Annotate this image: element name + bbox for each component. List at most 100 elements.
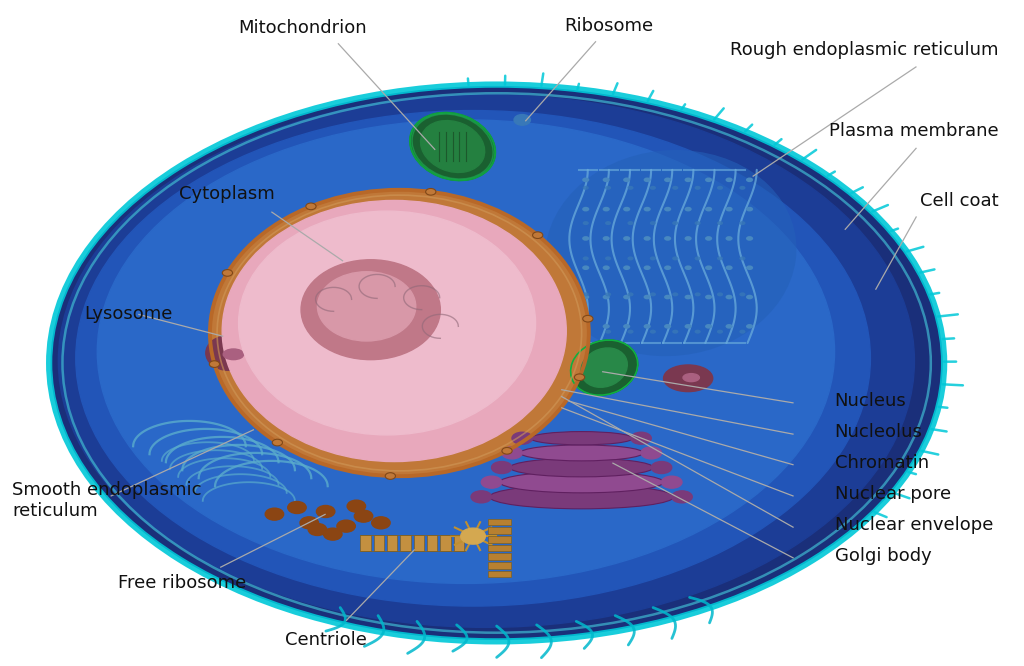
- Ellipse shape: [664, 324, 671, 328]
- Ellipse shape: [623, 266, 630, 270]
- Ellipse shape: [481, 476, 502, 488]
- Ellipse shape: [623, 324, 630, 328]
- Ellipse shape: [210, 190, 589, 476]
- Ellipse shape: [623, 294, 630, 299]
- Ellipse shape: [301, 260, 440, 360]
- Ellipse shape: [705, 266, 712, 270]
- Ellipse shape: [583, 186, 589, 190]
- Ellipse shape: [641, 447, 662, 459]
- Bar: [488, 527, 511, 534]
- Ellipse shape: [385, 473, 395, 480]
- Ellipse shape: [739, 256, 745, 260]
- Ellipse shape: [316, 505, 335, 517]
- Ellipse shape: [644, 324, 651, 328]
- Ellipse shape: [650, 330, 656, 334]
- Bar: [488, 536, 511, 543]
- Bar: [454, 535, 464, 551]
- Ellipse shape: [705, 206, 712, 212]
- Ellipse shape: [651, 462, 672, 474]
- Ellipse shape: [650, 256, 656, 260]
- Ellipse shape: [628, 330, 634, 334]
- Ellipse shape: [51, 87, 942, 639]
- Ellipse shape: [683, 374, 699, 382]
- Bar: [488, 519, 511, 525]
- Ellipse shape: [650, 292, 656, 296]
- Ellipse shape: [684, 324, 691, 328]
- Ellipse shape: [265, 508, 284, 520]
- Ellipse shape: [650, 221, 656, 225]
- Ellipse shape: [684, 266, 691, 270]
- Text: Plasma membrane: Plasma membrane: [828, 122, 998, 140]
- Ellipse shape: [644, 266, 651, 270]
- Ellipse shape: [602, 294, 609, 299]
- Ellipse shape: [306, 203, 316, 210]
- Ellipse shape: [582, 206, 589, 212]
- Ellipse shape: [623, 236, 630, 241]
- Ellipse shape: [705, 324, 712, 328]
- Bar: [488, 571, 511, 577]
- Text: Golgi body: Golgi body: [835, 547, 931, 565]
- Ellipse shape: [739, 292, 745, 296]
- Bar: [374, 535, 384, 551]
- Ellipse shape: [694, 256, 700, 260]
- Ellipse shape: [76, 111, 870, 606]
- Text: Free ribosome: Free ribosome: [118, 574, 247, 592]
- Ellipse shape: [705, 177, 712, 182]
- Text: Centriole: Centriole: [285, 631, 367, 649]
- Bar: [488, 553, 511, 560]
- Ellipse shape: [223, 349, 244, 360]
- Ellipse shape: [471, 491, 492, 503]
- Ellipse shape: [631, 432, 651, 444]
- Ellipse shape: [58, 95, 914, 627]
- Ellipse shape: [739, 330, 745, 334]
- Ellipse shape: [532, 232, 543, 238]
- Ellipse shape: [583, 316, 593, 322]
- Ellipse shape: [410, 113, 496, 180]
- Ellipse shape: [582, 266, 589, 270]
- Ellipse shape: [582, 324, 589, 328]
- Ellipse shape: [500, 472, 664, 493]
- Ellipse shape: [672, 491, 692, 503]
- Text: Lysosome: Lysosome: [84, 305, 172, 324]
- Ellipse shape: [664, 294, 671, 299]
- Ellipse shape: [725, 294, 732, 299]
- Ellipse shape: [623, 177, 630, 182]
- Ellipse shape: [745, 206, 753, 212]
- Ellipse shape: [502, 447, 522, 459]
- Ellipse shape: [570, 340, 638, 395]
- Text: Rough endoplasmic reticulum: Rough endoplasmic reticulum: [730, 41, 998, 59]
- Bar: [488, 562, 511, 569]
- Ellipse shape: [725, 177, 732, 182]
- Text: Nuclear pore: Nuclear pore: [835, 485, 950, 503]
- Ellipse shape: [664, 206, 671, 212]
- Text: Nucleus: Nucleus: [835, 392, 906, 410]
- Ellipse shape: [650, 186, 656, 190]
- Ellipse shape: [684, 177, 691, 182]
- Ellipse shape: [745, 324, 753, 328]
- Ellipse shape: [461, 528, 485, 544]
- Text: Cell coat: Cell coat: [920, 192, 998, 210]
- Ellipse shape: [602, 236, 609, 241]
- Ellipse shape: [745, 266, 753, 270]
- Ellipse shape: [725, 266, 732, 270]
- Ellipse shape: [628, 186, 634, 190]
- Ellipse shape: [664, 266, 671, 270]
- Ellipse shape: [644, 206, 651, 212]
- Ellipse shape: [372, 517, 390, 529]
- Ellipse shape: [520, 445, 643, 461]
- Ellipse shape: [717, 292, 723, 296]
- Ellipse shape: [489, 485, 674, 509]
- Ellipse shape: [672, 256, 678, 260]
- Text: Mitochondrion: Mitochondrion: [238, 19, 367, 37]
- Ellipse shape: [739, 186, 745, 190]
- Ellipse shape: [644, 236, 651, 241]
- Bar: [427, 535, 437, 551]
- Ellipse shape: [574, 374, 585, 380]
- Ellipse shape: [308, 523, 327, 535]
- Ellipse shape: [324, 528, 342, 540]
- Bar: [440, 535, 451, 551]
- Text: Nucleolus: Nucleolus: [835, 422, 923, 441]
- Ellipse shape: [739, 221, 745, 225]
- Ellipse shape: [582, 236, 589, 241]
- Ellipse shape: [745, 294, 753, 299]
